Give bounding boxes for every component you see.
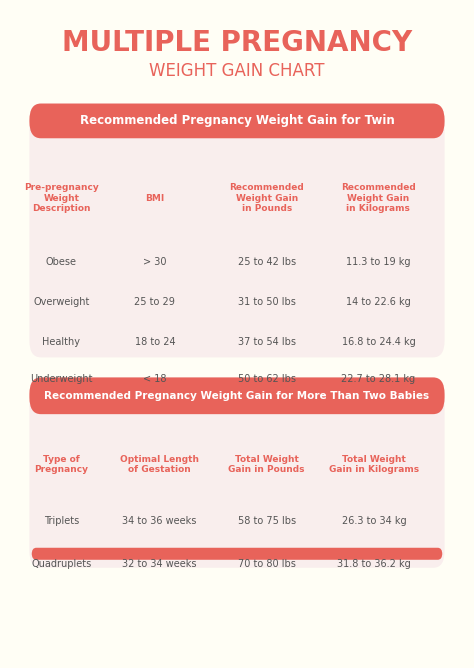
Text: 58 to 75 lbs: 58 to 75 lbs [237, 516, 296, 526]
FancyBboxPatch shape [32, 548, 442, 560]
Text: MULTIPLE PREGNANCY: MULTIPLE PREGNANCY [62, 29, 412, 57]
Text: 11.3 to 19 kg: 11.3 to 19 kg [346, 257, 410, 267]
Text: 34 to 36 weeks: 34 to 36 weeks [122, 516, 197, 526]
Text: 18 to 24: 18 to 24 [135, 337, 175, 347]
Text: Recommended Pregnancy Weight Gain for More Than Two Babies: Recommended Pregnancy Weight Gain for Mo… [45, 391, 429, 401]
Text: Type of
Pregnancy: Type of Pregnancy [34, 454, 88, 474]
Text: 26.3 to 34 kg: 26.3 to 34 kg [342, 516, 406, 526]
Text: 32 to 34 weeks: 32 to 34 weeks [122, 560, 197, 569]
Text: Pre-pregnancy
Weight
Description: Pre-pregnancy Weight Description [24, 184, 99, 213]
Text: 16.8 to 24.4 kg: 16.8 to 24.4 kg [342, 337, 415, 347]
Text: 22.7 to 28.1 kg: 22.7 to 28.1 kg [341, 374, 416, 383]
Text: Optimal Length
of Gestation: Optimal Length of Gestation [120, 454, 199, 474]
Text: Recommended
Weight Gain
in Kilograms: Recommended Weight Gain in Kilograms [341, 184, 416, 213]
Text: Total Weight
Gain in Pounds: Total Weight Gain in Pounds [228, 454, 305, 474]
Text: Triplets: Triplets [44, 516, 79, 526]
Text: Underweight: Underweight [30, 374, 92, 383]
Text: Quadruplets: Quadruplets [31, 560, 91, 569]
Text: Obese: Obese [46, 257, 77, 267]
Text: Healthy: Healthy [42, 337, 81, 347]
Text: 31 to 50 lbs: 31 to 50 lbs [238, 297, 296, 307]
Text: 25 to 29: 25 to 29 [135, 297, 175, 307]
Text: Total Weight
Gain in Kilograms: Total Weight Gain in Kilograms [329, 454, 419, 474]
Text: 31.8 to 36.2 kg: 31.8 to 36.2 kg [337, 560, 411, 569]
Text: Recommended
Weight Gain
in Pounds: Recommended Weight Gain in Pounds [229, 184, 304, 213]
Text: 37 to 54 lbs: 37 to 54 lbs [237, 337, 296, 347]
Text: Overweight: Overweight [33, 297, 90, 307]
FancyBboxPatch shape [29, 377, 445, 414]
Text: 14 to 22.6 kg: 14 to 22.6 kg [346, 297, 411, 307]
Text: 25 to 42 lbs: 25 to 42 lbs [237, 257, 296, 267]
Text: 70 to 80 lbs: 70 to 80 lbs [238, 560, 296, 569]
FancyBboxPatch shape [29, 377, 445, 568]
Text: > 30: > 30 [143, 257, 167, 267]
FancyBboxPatch shape [29, 104, 445, 138]
Text: WEIGHT GAIN CHART: WEIGHT GAIN CHART [149, 63, 325, 80]
Text: < 18: < 18 [143, 374, 167, 383]
Text: 50 to 62 lbs: 50 to 62 lbs [237, 374, 296, 383]
Text: Recommended Pregnancy Weight Gain for Twin: Recommended Pregnancy Weight Gain for Tw… [80, 114, 394, 128]
FancyBboxPatch shape [29, 104, 445, 357]
Text: BMI: BMI [145, 194, 164, 203]
